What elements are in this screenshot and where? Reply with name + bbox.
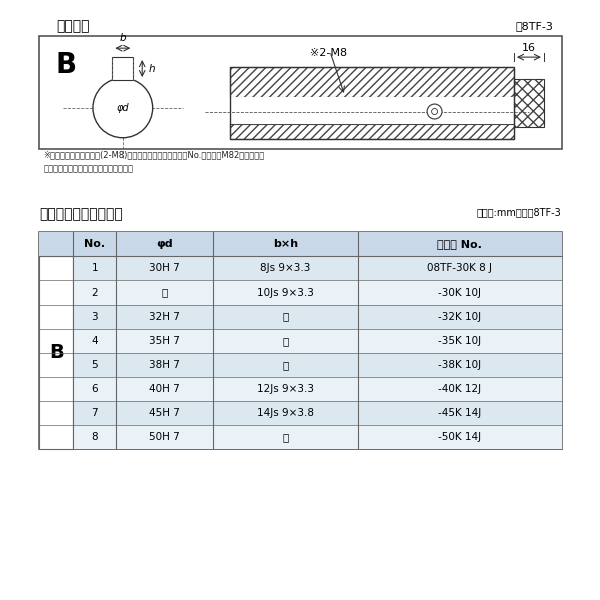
Text: （単位:mm）　表8TF-3: （単位:mm） 表8TF-3	[476, 208, 561, 217]
Circle shape	[427, 104, 442, 119]
Bar	[230, 67, 514, 97]
Text: 6: 6	[91, 384, 98, 394]
Text: φd: φd	[156, 239, 173, 250]
Bar	[73, 280, 562, 305]
Bar	[73, 353, 562, 377]
Text: 16: 16	[522, 43, 536, 53]
Text: 32H 7: 32H 7	[149, 311, 180, 322]
Bar	[230, 124, 514, 139]
Text: 45H 7: 45H 7	[149, 408, 180, 418]
Text: -40K 12J: -40K 12J	[438, 384, 481, 394]
Text: b×h: b×h	[272, 239, 298, 250]
Text: 4: 4	[91, 336, 98, 346]
Text: -38K 10J: -38K 10J	[438, 360, 481, 370]
Text: 8: 8	[91, 432, 98, 442]
Text: 7: 7	[91, 408, 98, 418]
Text: No.: No.	[84, 239, 106, 250]
Text: -45K 14J: -45K 14J	[438, 408, 481, 418]
Text: -32K 10J: -32K 10J	[438, 311, 481, 322]
Text: ※2-M8: ※2-M8	[310, 48, 347, 58]
Bar	[39, 36, 562, 149]
Text: 38H 7: 38H 7	[149, 360, 180, 370]
Text: 8Js 9×3.3: 8Js 9×3.3	[260, 263, 310, 274]
Text: ※セットボルト用タップ(2-M8)が必要な場合は右記コードNo.の末尾にM82を付ける。: ※セットボルト用タップ(2-M8)が必要な場合は右記コードNo.の末尾にM82を…	[43, 151, 265, 160]
Circle shape	[431, 109, 437, 115]
Bar	[514, 79, 544, 127]
Bar	[230, 67, 514, 139]
Text: 5: 5	[91, 360, 98, 370]
Text: 〃: 〃	[282, 311, 289, 322]
Text: -50K 14J: -50K 14J	[438, 432, 481, 442]
Text: -35K 10J: -35K 10J	[438, 336, 481, 346]
Text: 〃: 〃	[282, 360, 289, 370]
Text: 35H 7: 35H 7	[149, 336, 180, 346]
Text: 10Js 9×3.3: 10Js 9×3.3	[257, 287, 314, 298]
Text: 軸穴形状コード一覧表: 軸穴形状コード一覧表	[39, 208, 123, 221]
Text: 1: 1	[91, 263, 98, 274]
Text: 図8TF-3: 図8TF-3	[516, 21, 554, 31]
Text: 3: 3	[91, 311, 98, 322]
Text: 軸穴形状: 軸穴形状	[56, 19, 89, 33]
Text: 08TF-30K 8 J: 08TF-30K 8 J	[427, 263, 492, 274]
Bar	[514, 79, 544, 127]
Bar	[73, 256, 562, 280]
Text: 30H 7: 30H 7	[149, 263, 180, 274]
Text: -30K 10J: -30K 10J	[438, 287, 481, 298]
Text: 2: 2	[91, 287, 98, 298]
Text: 40H 7: 40H 7	[149, 384, 180, 394]
Bar	[73, 401, 562, 425]
Bar	[73, 425, 562, 449]
Bar	[39, 232, 562, 256]
Bar	[73, 305, 562, 329]
Bar	[39, 256, 73, 449]
Text: コード No.: コード No.	[437, 239, 482, 250]
Text: h: h	[148, 64, 155, 74]
Bar	[112, 57, 133, 80]
Text: 50H 7: 50H 7	[149, 432, 180, 442]
Text: B: B	[55, 51, 76, 79]
Text: 〃: 〃	[161, 287, 167, 298]
Text: B: B	[49, 343, 64, 362]
Bar	[73, 329, 562, 353]
Text: 〃: 〃	[282, 432, 289, 442]
Bar	[73, 377, 562, 401]
Text: 14Js 9×3.8: 14Js 9×3.8	[257, 408, 314, 418]
Text: φd: φd	[116, 103, 129, 113]
Text: b: b	[119, 33, 126, 43]
Text: （セットボルトは付属されています。）: （セットボルトは付属されています。）	[43, 164, 133, 173]
Text: 12Js 9×3.3: 12Js 9×3.3	[257, 384, 314, 394]
Bar	[230, 97, 514, 124]
Text: 〃: 〃	[282, 336, 289, 346]
Bar	[39, 232, 562, 449]
Circle shape	[93, 78, 152, 138]
